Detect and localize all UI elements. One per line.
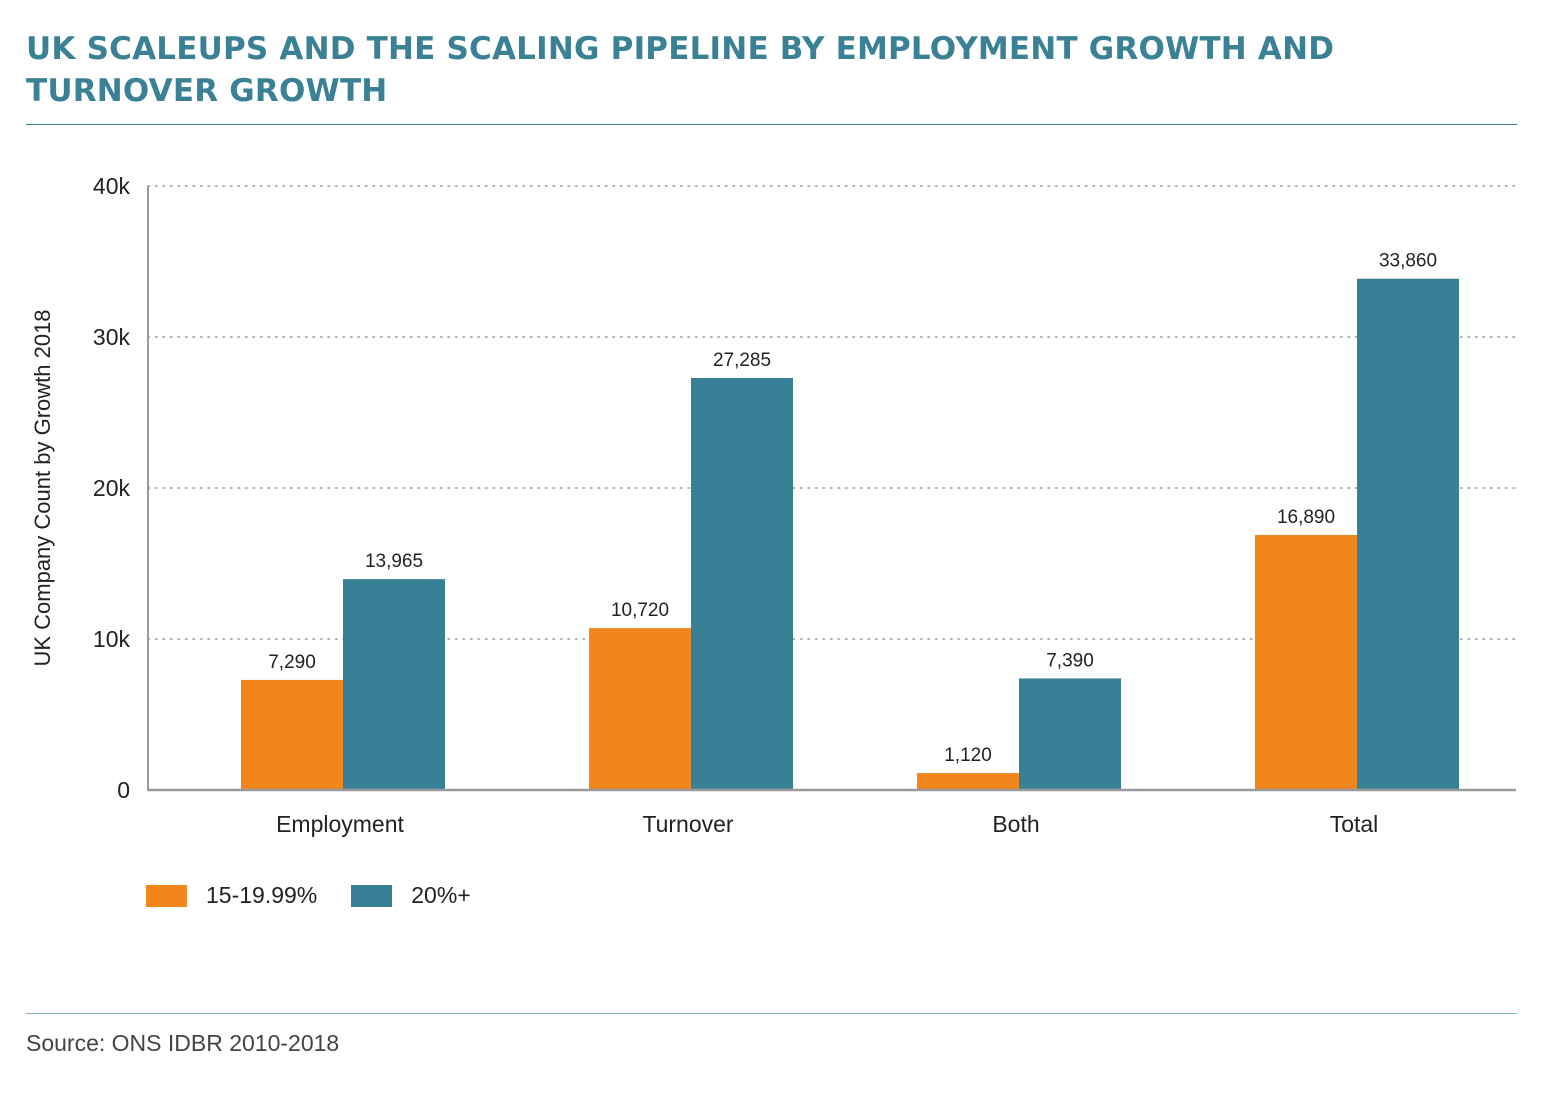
legend-swatch-series-b (351, 884, 393, 907)
data-label: 33,860 (1379, 251, 1437, 272)
y-tick-label: 10k (93, 626, 131, 652)
data-label: 7,390 (1046, 650, 1094, 671)
legend-label-series-a: 15-19.99% (206, 882, 318, 908)
bar (343, 579, 445, 790)
y-tick-label: 0 (117, 777, 130, 803)
y-tick-label: 40k (93, 173, 131, 199)
x-tick-label: Employment (276, 811, 404, 837)
y-tick-label: 20k (93, 475, 131, 501)
footer-divider (26, 1013, 1517, 1014)
bar (691, 377, 793, 790)
bar-chart: 0 10k 20k 30k 40k UK Company Count by Growth … (30, 173, 1517, 837)
legend-swatch-series-a (146, 884, 187, 907)
data-label: 27,285 (713, 350, 771, 371)
bar (1255, 534, 1357, 790)
legend: 15-19.99% 20%+ (146, 882, 505, 909)
bar (1357, 278, 1459, 790)
chart-title: UK SCALEUPS AND THE SCALING PIPELINE BY … (26, 31, 1335, 109)
legend-label-series-b: 20%+ (411, 882, 471, 908)
bar (1019, 678, 1121, 790)
y-tick-label: 30k (93, 324, 131, 350)
y-axis-title: UK Company Count by Growth 2018 (30, 309, 55, 666)
data-label: 10,720 (611, 600, 669, 621)
title-divider (26, 124, 1517, 125)
legend-item-series-a: 15-19.99% (146, 882, 317, 909)
x-tick-label: Both (992, 811, 1039, 837)
data-label: 13,965 (365, 551, 423, 572)
data-label: 1,120 (944, 745, 992, 766)
x-tick-label: Turnover (642, 811, 734, 837)
source-note: Source: ONS IDBR 2010-2018 (26, 1030, 340, 1056)
data-label: 7,290 (268, 652, 316, 673)
x-tick-label: Total (1330, 811, 1379, 837)
legend-item-series-b: 20%+ (351, 882, 471, 909)
data-label: 16,890 (1277, 507, 1335, 528)
bar (241, 679, 343, 790)
bar (917, 773, 1019, 790)
bar (589, 628, 691, 790)
